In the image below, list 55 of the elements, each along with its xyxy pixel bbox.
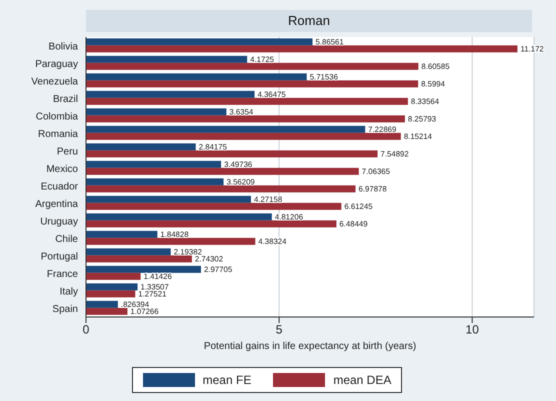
x-tick-label: 0 [82,322,90,337]
chart-title: Roman [86,10,532,32]
y-tick-label: Colombia [36,111,78,122]
y-tick-label: Uruguay [40,216,78,228]
y-tick-label: Ecuador [40,181,79,192]
x-tick-label: 10 [466,322,480,337]
bar [86,38,313,46]
bar [86,272,141,280]
y-tick-label: Mexico [46,164,78,175]
bar [86,266,201,273]
bar [86,126,366,133]
bar [86,62,418,70]
y-tick-label: Portugal [40,251,78,262]
legend-label: mean FE [202,373,252,387]
bar [86,238,256,245]
y-tick-label: Italy [60,286,78,298]
bar [86,143,196,150]
bar [86,160,222,168]
y-tick-label: Peru [56,146,78,158]
bar [86,308,128,315]
bar [86,115,405,122]
bar [86,300,118,308]
y-tick-label: Chile [55,234,78,245]
y-tick-label: Venezuela [31,76,78,88]
bar [86,230,158,238]
y-tick-label: Paraguay [35,58,78,70]
bar [86,45,518,52]
bar [86,56,248,63]
y-tick-label: Brazil [52,94,78,105]
y-tick-label: Bolivia [48,41,78,52]
y-tick-label: Romania [38,128,78,140]
bar [86,283,138,290]
bar [86,132,401,140]
bar [86,168,359,175]
x-axis-title: Potential gains in life expectancy at birth (years) [204,341,416,352]
legend-label: mean DEA [333,373,392,387]
x-tick-label: 5 [276,322,283,337]
bar [86,202,342,210]
bar [86,98,408,105]
bar [86,213,272,220]
bar [86,150,378,158]
y-tick-label: Argentina [35,198,78,210]
bar [86,90,255,98]
bar [86,248,171,256]
y-tick-label: France [46,268,78,280]
bar [86,196,251,203]
bar [86,185,356,192]
bar [86,290,136,298]
bar [86,73,307,80]
bar [86,255,192,262]
y-tick-label: Spain [52,304,78,315]
bar [86,220,336,228]
bar [86,108,226,116]
bar [86,178,224,186]
bar [86,80,418,88]
